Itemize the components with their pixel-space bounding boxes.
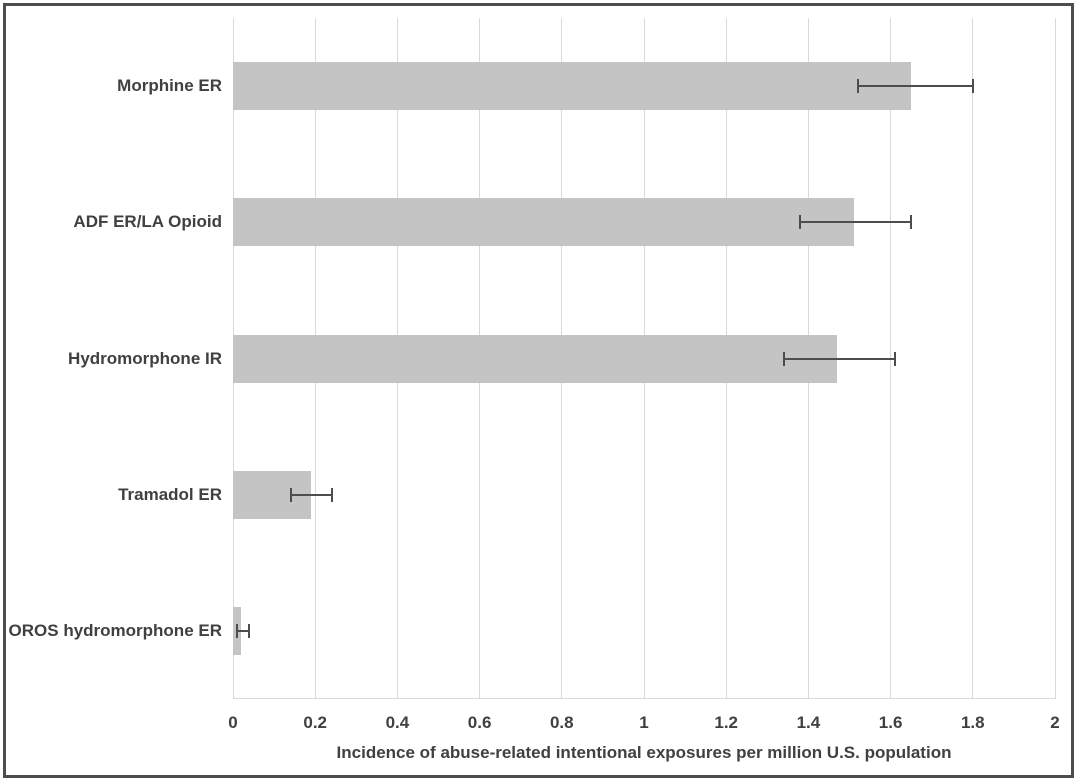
x-tick-label: 0.4 bbox=[385, 713, 410, 732]
category-label: ADF ER/LA Opioid bbox=[73, 212, 222, 232]
x-tick-label: 1.8 bbox=[960, 713, 985, 732]
x-tick-label: 0 bbox=[228, 713, 238, 732]
plot-area bbox=[232, 18, 1056, 699]
error-bar-cap bbox=[236, 623, 239, 638]
x-tick-label: 0.8 bbox=[549, 713, 574, 732]
error-bar-cap bbox=[910, 215, 913, 230]
category-label: Tramadol ER bbox=[118, 484, 222, 504]
error-bar-line bbox=[800, 221, 912, 224]
category-label: Hydromorphone IR bbox=[68, 348, 222, 368]
category-label: OROS hydromorphone ER bbox=[8, 620, 222, 640]
error-bar-line bbox=[290, 493, 332, 496]
bar bbox=[233, 198, 854, 247]
error-bar-cap bbox=[893, 351, 896, 366]
x-tick-label: 0.6 bbox=[467, 713, 492, 732]
x-axis-line bbox=[233, 698, 1055, 699]
error-bar-cap bbox=[856, 79, 859, 94]
gridline bbox=[1054, 18, 1056, 699]
x-tick-label: 1.2 bbox=[714, 713, 738, 732]
error-bar-line bbox=[237, 629, 250, 632]
error-bar-line bbox=[857, 85, 973, 88]
bar bbox=[233, 62, 912, 111]
error-bar-cap bbox=[330, 487, 333, 502]
x-axis-title: Incidence of abuse-related intentional e… bbox=[336, 743, 952, 762]
bar bbox=[233, 334, 838, 383]
x-tick-label: 0.2 bbox=[303, 713, 327, 732]
x-tick-label: 1.4 bbox=[796, 713, 821, 732]
x-tick-label: 1 bbox=[639, 713, 649, 732]
error-bar-line bbox=[783, 357, 895, 360]
x-tick-label: 2 bbox=[1050, 713, 1060, 732]
error-bar-cap bbox=[248, 623, 251, 638]
gridline bbox=[972, 18, 974, 699]
category-label: Morphine ER bbox=[117, 76, 222, 96]
x-tick-label: 1.6 bbox=[878, 713, 903, 732]
error-bar-cap bbox=[289, 487, 292, 502]
error-bar-cap bbox=[799, 215, 802, 230]
error-bar-cap bbox=[782, 351, 785, 366]
error-bar-cap bbox=[971, 79, 974, 94]
